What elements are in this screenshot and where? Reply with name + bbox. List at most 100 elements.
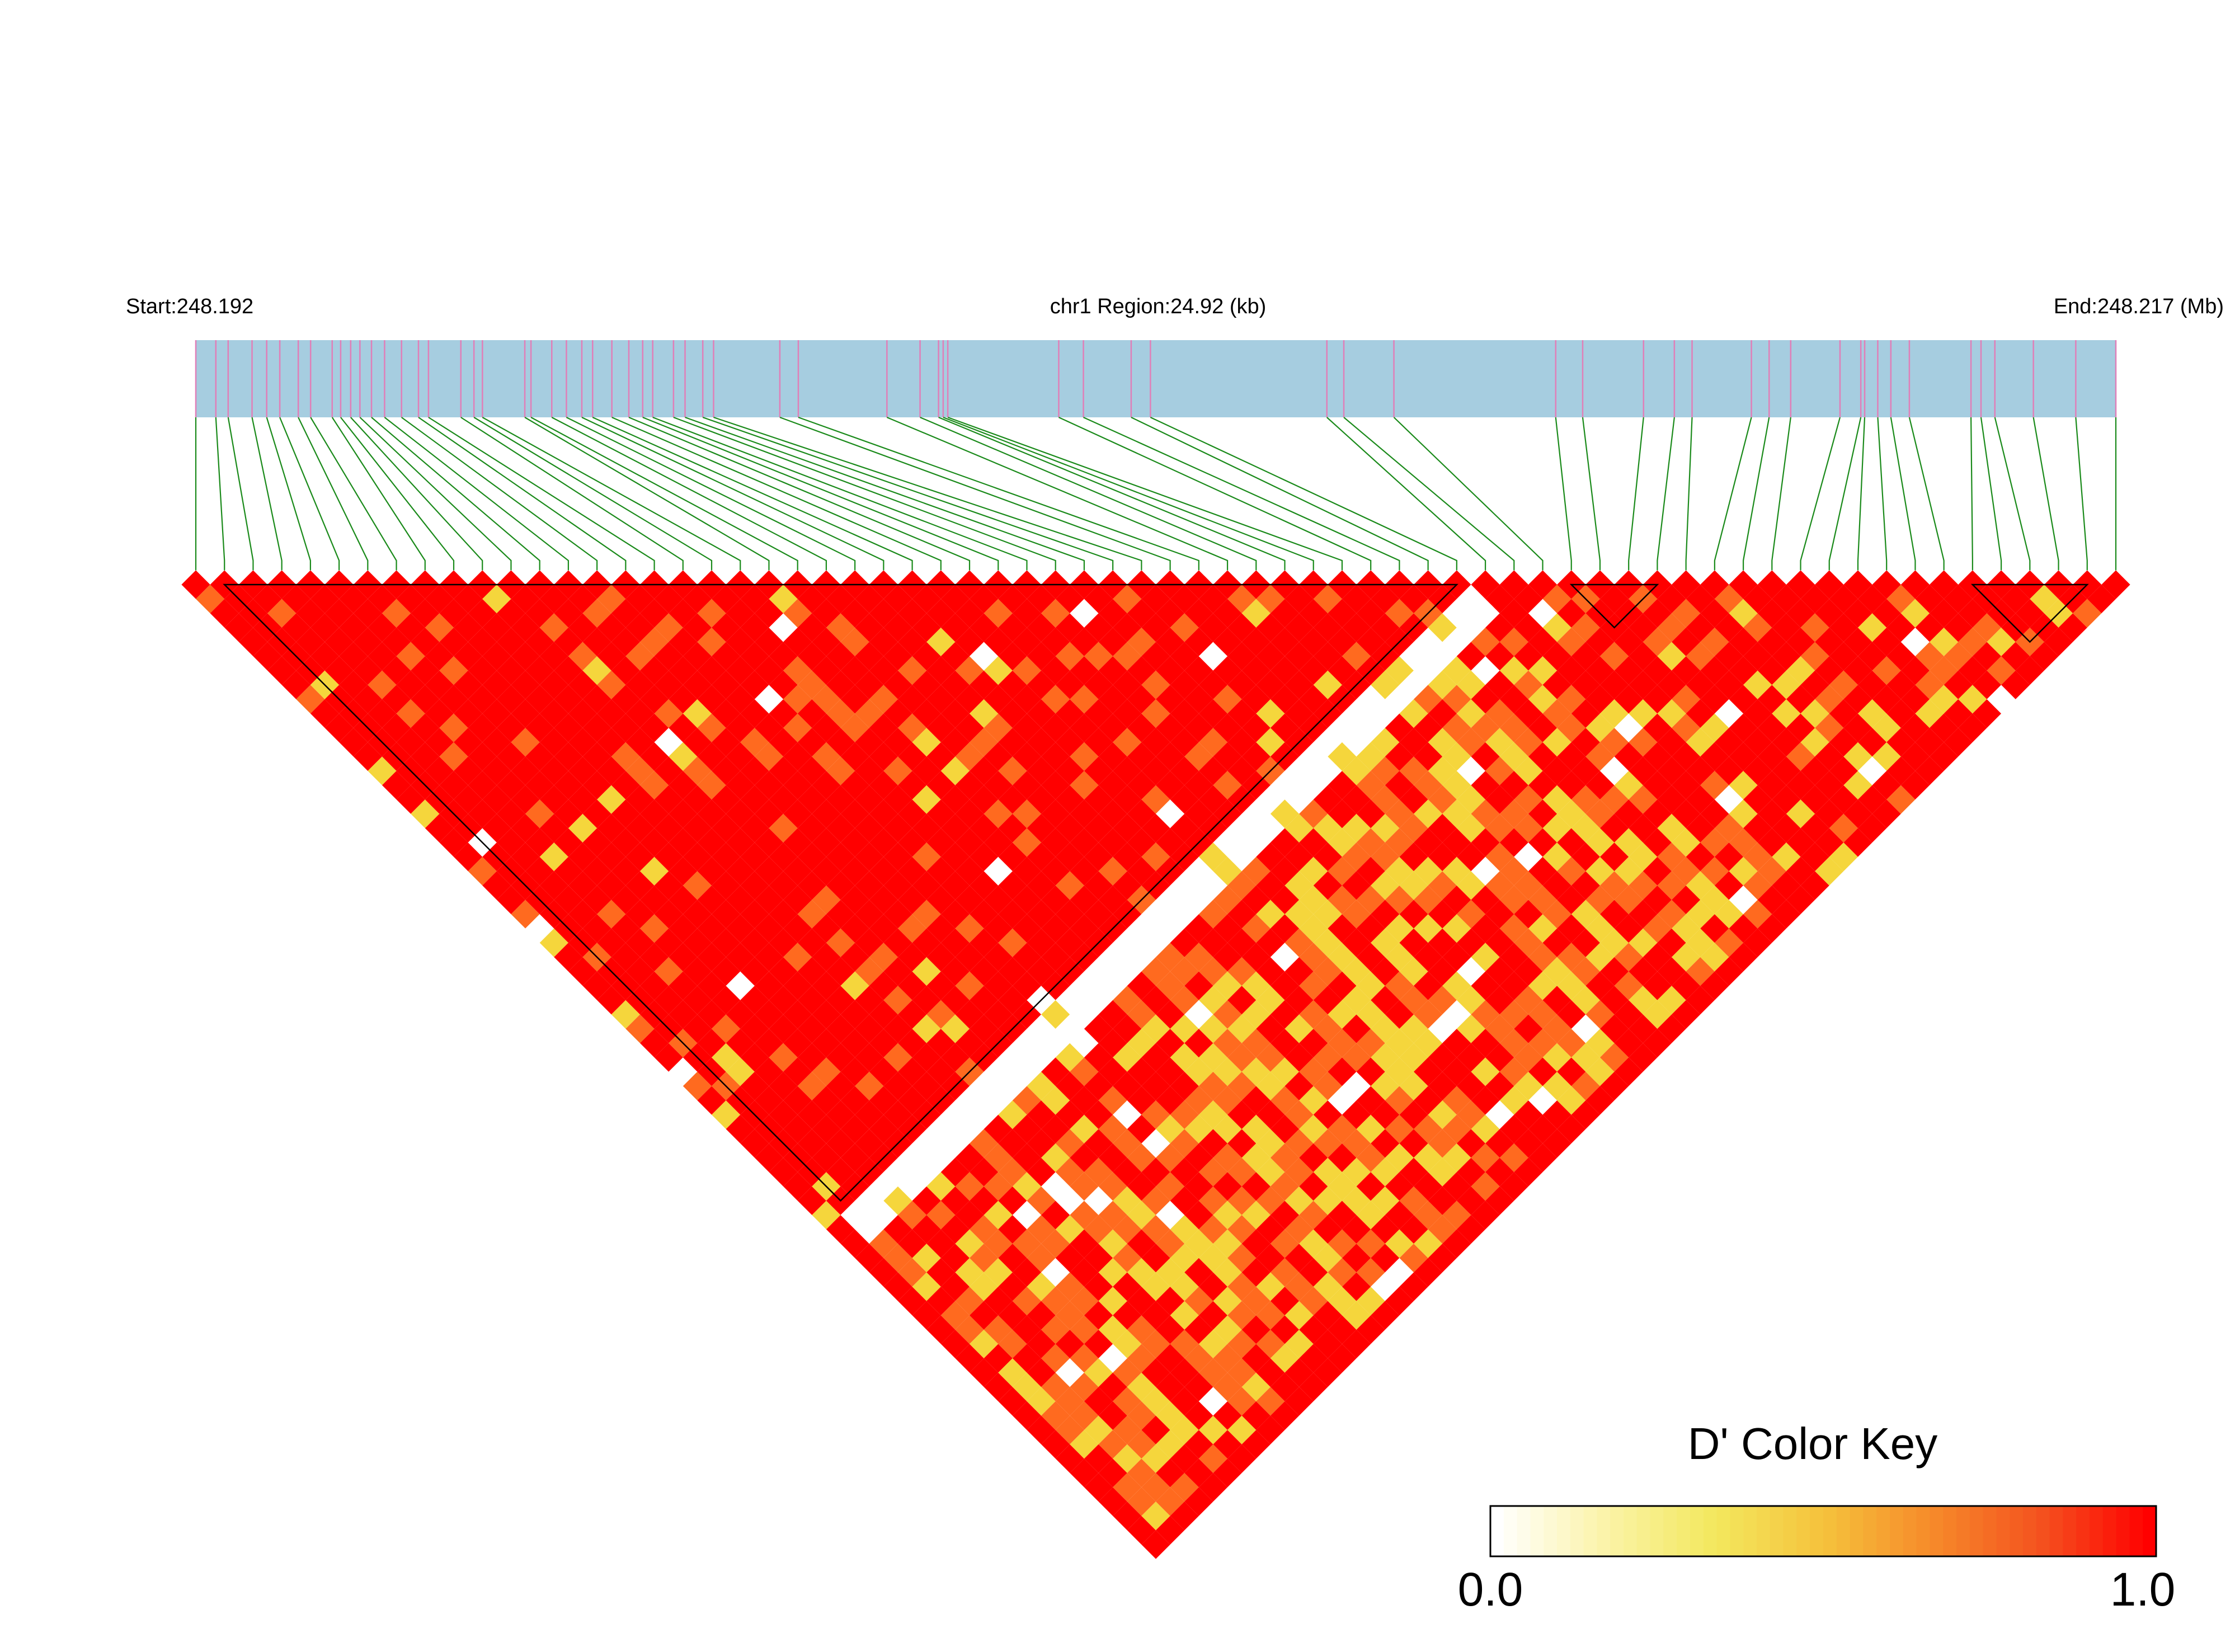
ld-cell bbox=[1614, 914, 1643, 943]
ld-block-outline bbox=[1569, 583, 1659, 629]
ld-cell bbox=[1657, 613, 1686, 642]
ld-cell bbox=[955, 1229, 984, 1258]
ld-cell bbox=[296, 685, 325, 714]
snp-connector bbox=[1970, 417, 1973, 571]
snp-connector bbox=[384, 417, 570, 571]
ld-cell bbox=[1714, 670, 1744, 699]
ld-cell bbox=[525, 828, 554, 857]
ld-cell bbox=[683, 1071, 712, 1101]
ld-cell bbox=[1299, 856, 1328, 886]
ld-cell bbox=[611, 770, 640, 800]
ld-cell bbox=[1256, 1215, 1285, 1244]
ld-cell bbox=[1643, 943, 1672, 972]
ld-cell bbox=[1987, 627, 2016, 657]
ld-cell bbox=[1456, 986, 1486, 1015]
ld-cell bbox=[1371, 986, 1400, 1015]
ld-cell bbox=[1284, 1272, 1314, 1301]
ld-cell bbox=[1700, 685, 1729, 714]
ld-cell bbox=[1414, 713, 1443, 742]
ld-cell bbox=[554, 770, 583, 800]
ld-cell bbox=[1284, 756, 1314, 785]
ld-cell bbox=[1070, 1344, 1099, 1373]
ld-cell bbox=[582, 770, 611, 800]
ld-cell bbox=[482, 728, 511, 757]
ld-cell bbox=[1757, 885, 1786, 915]
ld-cell bbox=[1156, 799, 1185, 829]
ld-cell bbox=[525, 685, 554, 714]
ld-cell bbox=[1342, 1215, 1371, 1244]
ld-cell bbox=[1700, 770, 1729, 800]
ld-cell bbox=[1270, 1028, 1300, 1058]
ld-cell bbox=[1399, 585, 1428, 614]
color-key-bar bbox=[1490, 1506, 2157, 1556]
ld-cell bbox=[1284, 1186, 1314, 1215]
ld-cell bbox=[482, 642, 511, 671]
snp-connector bbox=[628, 416, 971, 571]
ld-cell bbox=[1700, 856, 1729, 886]
ld-cell bbox=[1815, 799, 1844, 829]
ld-cell bbox=[1743, 813, 1772, 843]
ld-cell bbox=[1270, 770, 1300, 800]
ld-cell bbox=[1055, 1100, 1084, 1129]
ld-cell bbox=[1714, 642, 1744, 671]
ld-cell bbox=[1356, 856, 1385, 886]
ld-cell bbox=[1012, 1315, 1042, 1344]
ld-cell bbox=[1557, 627, 1586, 657]
ld-cell bbox=[554, 685, 583, 714]
ld-cell bbox=[1227, 957, 1257, 986]
ld-cell bbox=[411, 599, 440, 628]
ld-cell bbox=[1012, 1229, 1042, 1258]
ld-cell bbox=[840, 1229, 869, 1258]
ld-cell bbox=[1542, 843, 1571, 872]
ld-cell bbox=[1944, 642, 1973, 671]
ld-cell bbox=[1055, 1272, 1084, 1301]
ld-cell bbox=[1170, 1415, 1199, 1444]
ld-cell bbox=[568, 785, 597, 814]
ld-cell bbox=[1399, 670, 1428, 699]
ld-cell bbox=[1815, 713, 1844, 742]
ld-cell bbox=[1156, 685, 1185, 714]
ld-cell bbox=[1958, 627, 1987, 657]
snp-diagonal-cell bbox=[1900, 570, 1930, 599]
snp-connector bbox=[1083, 416, 1400, 571]
ld-cell bbox=[1385, 742, 1414, 771]
ld-cell bbox=[1471, 799, 1500, 829]
ld-cell bbox=[1872, 627, 1901, 657]
ld-cell bbox=[1127, 1143, 1156, 1173]
ld-cell bbox=[568, 756, 597, 785]
ld-cell bbox=[1399, 1129, 1428, 1158]
ld-cell bbox=[1729, 914, 1758, 943]
ld-cell bbox=[1098, 1401, 1127, 1430]
ld-cell bbox=[1514, 986, 1543, 1015]
ld-cell bbox=[1328, 914, 1357, 943]
ld-cell bbox=[1170, 1157, 1199, 1187]
ld-cell bbox=[1070, 1458, 1099, 1488]
ld-cell bbox=[554, 656, 583, 685]
ld-cell bbox=[1700, 656, 1729, 685]
ld-cell bbox=[1757, 627, 1786, 657]
ld-cell bbox=[1256, 670, 1285, 699]
ld-cell bbox=[1313, 1244, 1342, 1273]
ld-cell bbox=[353, 742, 382, 771]
ld-cell bbox=[1156, 943, 1185, 972]
ld-cell bbox=[1241, 885, 1271, 915]
ld-cell bbox=[1227, 1157, 1257, 1187]
ld-cell bbox=[639, 943, 669, 972]
ld-cell bbox=[1471, 943, 1500, 972]
ld-cell bbox=[1284, 1301, 1314, 1330]
ld-cell bbox=[1213, 770, 1242, 800]
snp-connector bbox=[1628, 417, 1644, 571]
ld-cell bbox=[1672, 656, 1701, 685]
ld-cell bbox=[639, 742, 669, 771]
ld-cell bbox=[1629, 642, 1658, 671]
ld-cell bbox=[1113, 1502, 1142, 1531]
ld-cell bbox=[1127, 1114, 1156, 1143]
ld-cell bbox=[1629, 613, 1658, 642]
ld-cell bbox=[496, 828, 526, 857]
ld-cell bbox=[1987, 656, 2016, 685]
ld-cell bbox=[1557, 1114, 1586, 1143]
ld-cell bbox=[1442, 599, 1471, 628]
ld-cell bbox=[1299, 1086, 1328, 1115]
ld-cell bbox=[1442, 914, 1471, 943]
ld-cell bbox=[1872, 799, 1901, 829]
